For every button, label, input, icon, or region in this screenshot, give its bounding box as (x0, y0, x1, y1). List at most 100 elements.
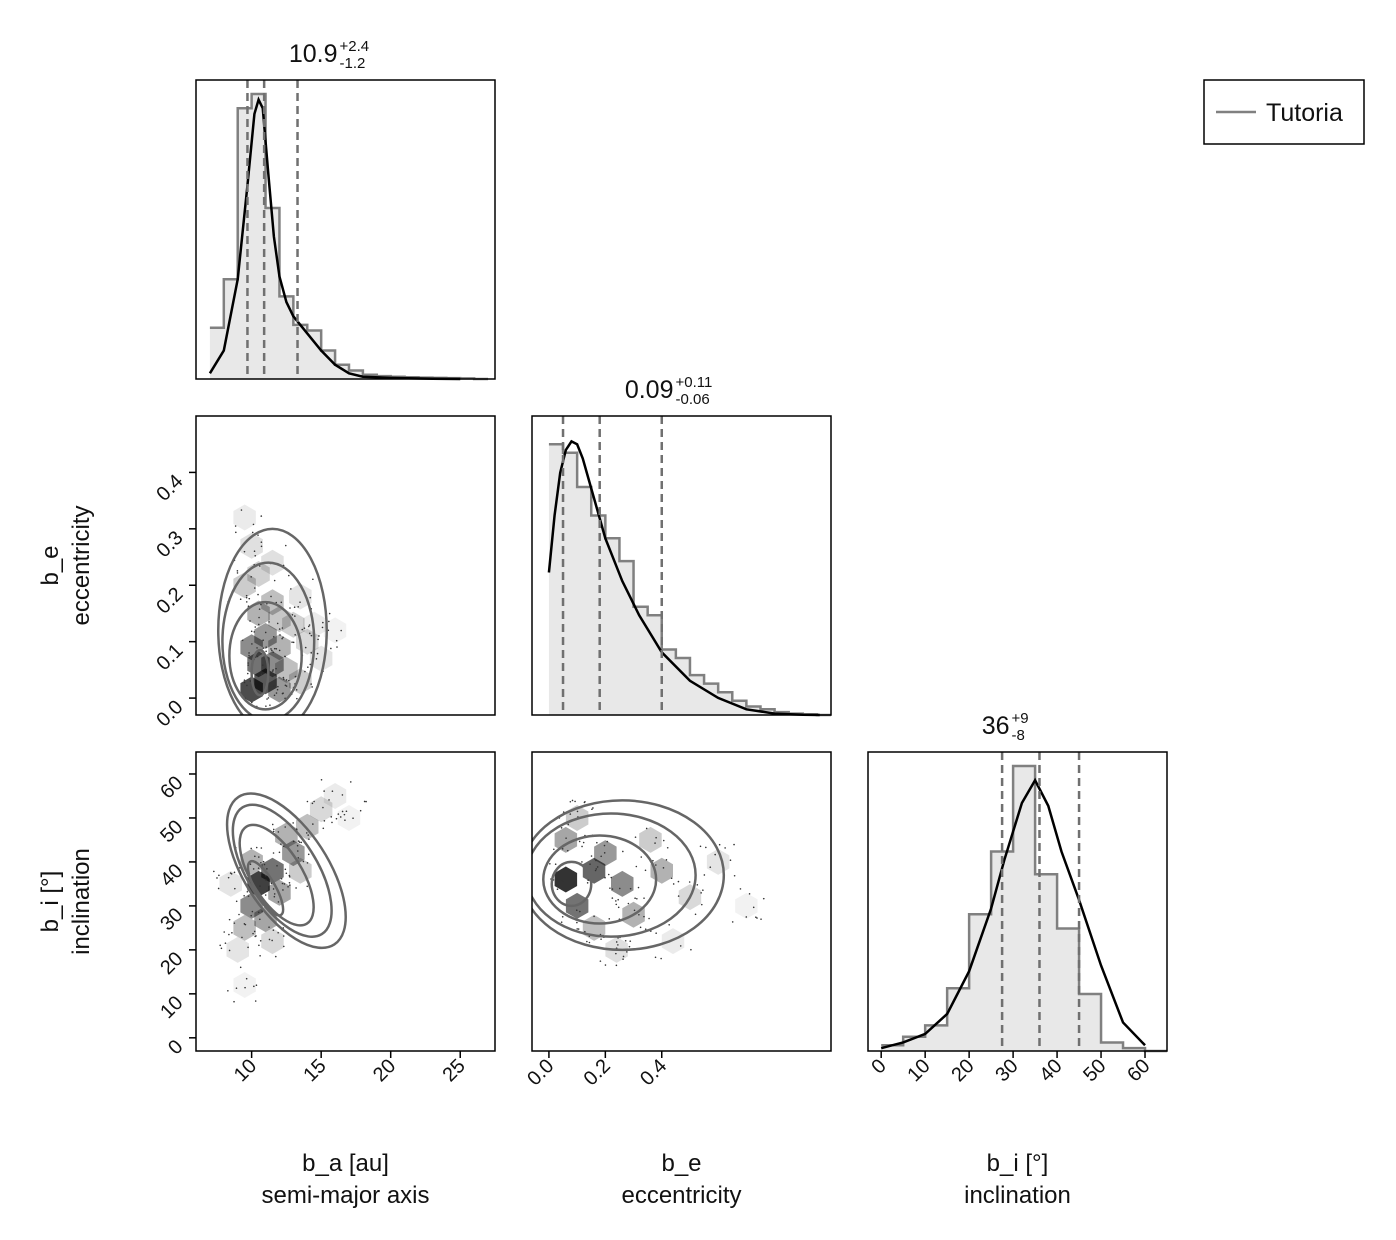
scatter-point (322, 621, 324, 624)
scatter-point (312, 578, 314, 581)
hist-fill (548, 444, 831, 715)
scatter-point (622, 958, 624, 960)
scatter-point (299, 601, 301, 603)
scatter-point (609, 887, 611, 889)
scatter-point (304, 670, 306, 673)
scatter-point (276, 688, 279, 691)
summary-plus: +2.4 (340, 38, 370, 55)
scatter-point (272, 635, 275, 638)
scatter-point (296, 697, 298, 700)
summary-median: 0.09 (625, 376, 674, 404)
scatter-point (617, 898, 619, 901)
scatter-point (245, 977, 248, 980)
scatter-point (260, 541, 263, 543)
hist-step (881, 764, 1167, 1053)
scatter-point (745, 916, 748, 918)
hex-cell (323, 783, 347, 809)
scatter-point (349, 781, 352, 783)
hex-cell (219, 870, 242, 897)
tick-label: 60 (1123, 1055, 1154, 1086)
scatter-point (588, 941, 591, 944)
scatter-point (276, 622, 279, 625)
scatter-point (645, 827, 648, 830)
scatter-point (266, 698, 268, 700)
scatter-point (339, 816, 342, 818)
scatter-point (337, 813, 340, 815)
scatter-point (739, 888, 742, 890)
contour-line (532, 812, 697, 938)
scatter-point (249, 620, 251, 622)
scatter-point (640, 856, 643, 858)
scatter-point (582, 841, 585, 844)
scatter-point (252, 932, 254, 935)
scatter-point (276, 864, 278, 867)
hex-cell (337, 805, 361, 831)
tick-label: 0.2 (152, 583, 187, 618)
scatter-point (312, 823, 314, 825)
scatter-point (583, 801, 586, 804)
scatter-point (589, 863, 591, 865)
tick-label: 25 (438, 1055, 469, 1086)
hex-cell (268, 676, 291, 703)
y-axis-label-b_e: b_e (37, 545, 64, 585)
scatter-point (309, 663, 312, 666)
scatter-point (668, 923, 670, 926)
x-axis-sublabel-b_e: eccentricity (621, 1182, 741, 1209)
contour-line (238, 823, 315, 927)
scatter-point (244, 986, 246, 989)
scatter-point (709, 866, 712, 869)
scatter-point (560, 827, 563, 829)
scatter-point (304, 646, 307, 649)
scatter-point (655, 836, 657, 839)
scatter-point (615, 964, 618, 967)
scatter-point (282, 676, 285, 679)
scatter-point (243, 894, 245, 897)
scatter-point (677, 880, 680, 883)
hex-cell (233, 914, 256, 941)
scatter-point (622, 955, 625, 958)
scatter-point (251, 701, 253, 704)
scatter-point (699, 845, 702, 848)
scatter-point (762, 897, 765, 900)
scatter-point (330, 816, 333, 818)
scatter-point (576, 928, 578, 930)
scatter-point (305, 832, 308, 834)
scatter-point (328, 799, 330, 801)
scatter-frame (195, 751, 496, 1052)
scatter-point (250, 630, 253, 633)
scatter-point (287, 885, 289, 888)
scatter-point (247, 662, 249, 664)
kde-line (547, 439, 820, 717)
scatter-point (270, 882, 273, 885)
scatter-point (714, 853, 716, 856)
scatter-point (309, 596, 312, 599)
scatter-point (662, 839, 665, 842)
scatter-point (677, 895, 680, 897)
scatter-panel-b_a-b_i (195, 751, 496, 1052)
scatter-point (718, 843, 721, 846)
scatter-point (565, 837, 567, 839)
scatter-point (219, 944, 221, 947)
scatter-point (586, 882, 589, 884)
diag-panel-b_i: 36 +9-8 (867, 710, 1168, 1053)
scatter-point (336, 646, 338, 648)
scatter-point (603, 852, 606, 854)
scatter-point (628, 945, 631, 948)
scatter-point (247, 895, 250, 897)
scatter-point (600, 855, 602, 858)
scatter-point (254, 855, 256, 858)
tick-label: 0 (867, 1055, 890, 1078)
scatter-point (760, 918, 762, 920)
scatter-point (306, 885, 309, 888)
scatter-point (281, 627, 284, 629)
scatter-point (665, 859, 668, 861)
scatter-point (288, 875, 291, 878)
scatter-point (243, 679, 246, 681)
scatter-point (317, 638, 319, 641)
scatter-point (308, 624, 311, 626)
scatter-point (233, 1000, 235, 1003)
scatter-point (257, 911, 260, 914)
scatter-point (213, 870, 215, 873)
scatter-point (268, 621, 270, 623)
scatter-point (285, 685, 288, 687)
